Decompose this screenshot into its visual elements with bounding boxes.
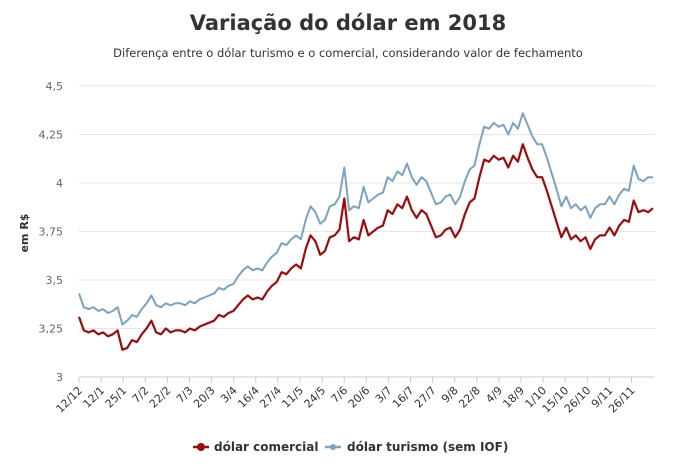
x-tick-label: 22/8 (456, 384, 483, 411)
y-tick-label: 4,5 (46, 80, 64, 93)
x-tick-label: 16/7 (390, 384, 417, 411)
y-tick-label: 3 (56, 371, 63, 384)
x-tick-label: 20/6 (346, 384, 373, 411)
legend-turismo-label: dólar turismo (sem IOF) (347, 440, 508, 454)
x-tick-label: 27/4 (257, 384, 284, 411)
y-tick-label: 4,25 (39, 129, 64, 142)
y-tick-label: 3,5 (46, 274, 64, 287)
y-axis-label: em R$ (18, 214, 31, 253)
x-tick-label: 24/5 (302, 384, 329, 411)
legend-comercial-marker-icon (197, 443, 205, 451)
x-tick-label: 20/3 (191, 384, 218, 411)
x-tick-label: 25/1 (103, 384, 130, 411)
series-line-turismo (78, 112, 653, 326)
chart-subtitle: Diferença entre o dólar turismo e o come… (113, 46, 583, 60)
x-tick-label: 18/9 (500, 384, 527, 411)
legend-item-turismo[interactable]: dólar turismo (sem IOF) (325, 440, 508, 454)
legend: dólar comercial dólar turismo (sem IOF) (193, 440, 508, 454)
x-tick-label: 12/1 (81, 384, 108, 411)
series-lines (77, 112, 654, 351)
legend-comercial-label: dólar comercial (214, 440, 319, 454)
legend-item-comercial[interactable]: dólar comercial (193, 440, 319, 454)
chart-title: Variação do dólar em 2018 (190, 11, 507, 35)
series-line-comercial (77, 143, 654, 351)
x-tick-label: 27/7 (412, 384, 439, 411)
x-tick-label: 11/5 (279, 384, 306, 411)
x-tick-label: 16/4 (235, 384, 262, 411)
x-tick-label: 22/2 (147, 384, 174, 411)
legend-turismo-marker-icon (330, 444, 336, 450)
y-tick-label: 3,25 (39, 323, 64, 336)
y-tick-label: 3,75 (39, 226, 64, 239)
y-tick-label: 4 (56, 177, 63, 190)
y-axis-ticks: 3 3,25 3,5 3,75 4 4,25 4,5 (39, 80, 64, 384)
x-tick-label: 12/12 (54, 384, 86, 416)
grid-lines (79, 85, 655, 329)
